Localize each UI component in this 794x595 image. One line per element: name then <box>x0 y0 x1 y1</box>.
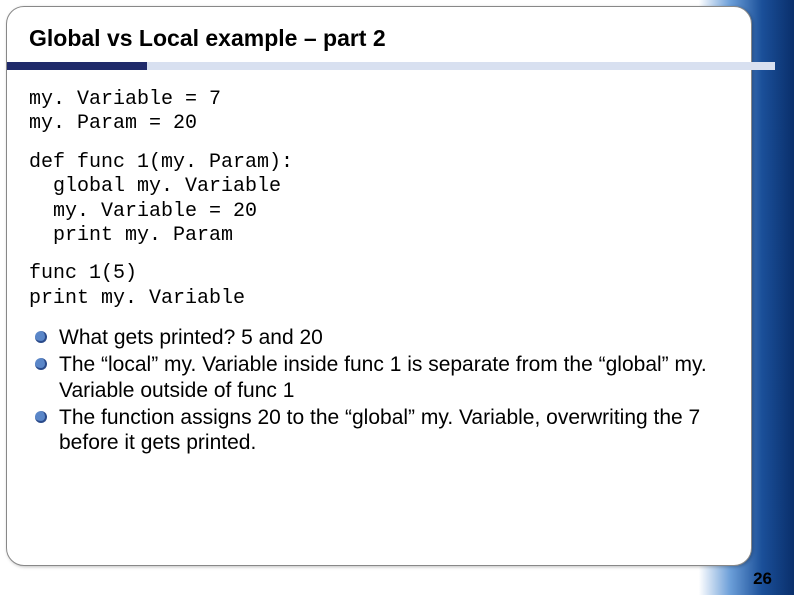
list-item: The “local” my. Variable inside func 1 i… <box>35 352 729 402</box>
slide-title: Global vs Local example – part 2 <box>29 25 729 52</box>
slide-card: Global vs Local example – part 2 my. Var… <box>6 6 752 566</box>
divider-dark-segment <box>7 62 147 70</box>
page-number: 26 <box>753 569 772 589</box>
code-block-3: func 1(5) print my. Variable <box>29 262 729 311</box>
list-item: What gets printed? 5 and 20 <box>35 325 729 350</box>
bullet-icon <box>35 331 47 343</box>
bullet-text: The “local” my. Variable inside func 1 i… <box>59 353 707 401</box>
code-block-2: def func 1(my. Param): global my. Variab… <box>29 151 729 249</box>
bullet-list: What gets printed? 5 and 20 The “local” … <box>29 325 729 455</box>
bullet-text: The function assigns 20 to the “global” … <box>59 406 700 454</box>
bullet-text: What gets printed? 5 and 20 <box>59 326 323 349</box>
code-block-1: my. Variable = 7 my. Param = 20 <box>29 88 729 137</box>
list-item: The function assigns 20 to the “global” … <box>35 405 729 455</box>
bullet-icon <box>35 358 47 370</box>
bullet-icon <box>35 411 47 423</box>
divider-light-segment <box>147 62 775 70</box>
title-divider <box>29 62 729 70</box>
